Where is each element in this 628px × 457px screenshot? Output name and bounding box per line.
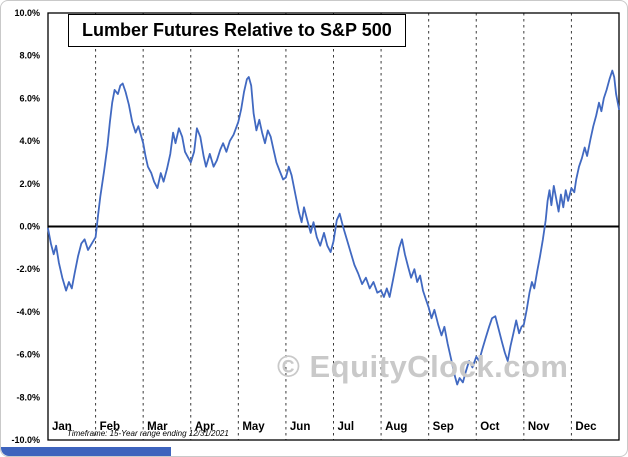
x-month-label: Apr	[195, 421, 215, 433]
y-tick-label: 8.0%	[19, 51, 40, 61]
y-tick-label: -2.0%	[16, 264, 40, 274]
series-line	[47, 69, 620, 386]
chart-title-box: Lumber Futures Relative to S&P 500	[68, 14, 406, 47]
x-month-label: Mar	[147, 421, 168, 433]
x-month-label: Jul	[338, 421, 355, 433]
x-month-label: Nov	[528, 421, 550, 433]
equityclock-watermark: © EquityClock.com	[277, 349, 569, 384]
y-tick-label: -4.0%	[16, 307, 40, 317]
x-month-label: May	[242, 421, 265, 433]
x-month-label: Dec	[575, 421, 597, 433]
y-tick-label: -6.0%	[16, 350, 40, 360]
x-month-label: Aug	[385, 421, 407, 433]
bottom-blue-bar	[1, 447, 171, 456]
x-month-label: Jun	[290, 421, 310, 433]
x-month-label: Feb	[100, 421, 120, 433]
y-tick-label: 0.0%	[19, 222, 40, 232]
y-tick-label: 2.0%	[19, 179, 40, 189]
x-month-label: Jan	[52, 421, 72, 433]
y-tick-label: 4.0%	[19, 136, 40, 146]
y-tick-label: 6.0%	[19, 93, 40, 103]
y-tick-label: -8.0%	[16, 392, 40, 402]
x-month-label: Sep	[433, 421, 454, 433]
timeframe-footnote: Timeframe: 15-Year range ending 12/31/20…	[67, 429, 229, 438]
chart-title: Lumber Futures Relative to S&P 500	[82, 20, 392, 40]
y-tick-label: 10.0%	[14, 8, 40, 18]
x-month-label: Oct	[480, 421, 499, 433]
y-tick-label: -10.0%	[11, 435, 40, 445]
